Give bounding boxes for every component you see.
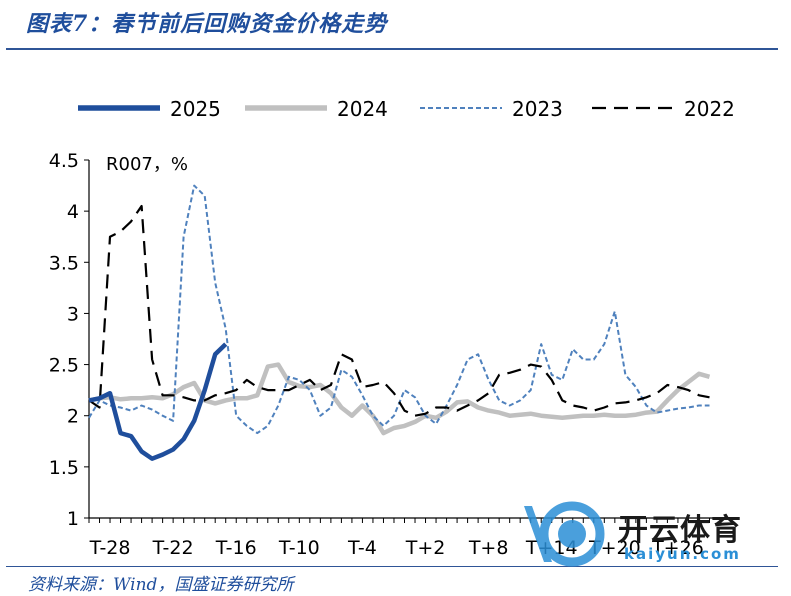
y-tick-label: 1 — [67, 508, 79, 530]
x-tick-label: T+26 — [651, 537, 704, 559]
figure-title: 图表7：春节前后回购资金价格走势 — [26, 11, 388, 37]
series-line-2023 — [88, 184, 710, 435]
watermark-k-stroke-icon — [524, 506, 552, 562]
y-tick-label: 3 — [67, 303, 79, 325]
source-divider — [6, 566, 778, 567]
x-tick-label: T-16 — [215, 537, 257, 559]
watermark-name: 开云体育 — [618, 513, 742, 548]
legend-label-2022: 2022 — [684, 97, 735, 121]
legend-label-2023: 2023 — [512, 97, 563, 121]
series-line-2024 — [88, 362, 711, 436]
legend-label-2025: 2025 — [170, 97, 221, 121]
unit-label: R007，% — [106, 154, 188, 175]
watermark-domain: kaiyun.com — [624, 545, 741, 563]
watermark-logo — [524, 501, 605, 567]
x-tick-label: T-22 — [152, 537, 194, 559]
y-tick-label: 4 — [67, 201, 79, 223]
watermark-ring-icon — [539, 501, 605, 567]
x-tick-label: T-4 — [347, 537, 377, 559]
y-tick-label: 2.5 — [49, 355, 79, 377]
y-tick-label: 3.5 — [49, 252, 79, 274]
title-divider — [6, 48, 778, 50]
legend-label-2024: 2024 — [337, 97, 388, 121]
series-line-2025 — [88, 342, 228, 461]
x-tick-label: T+8 — [468, 537, 509, 559]
chart-series — [88, 184, 711, 461]
x-tick-label: T+2 — [405, 537, 446, 559]
y-tick-label: 1.5 — [49, 457, 79, 479]
x-tick-label: T-28 — [89, 537, 131, 559]
x-tick-label: T-10 — [278, 537, 320, 559]
chart-legend: 2025 2024 2023 2022 — [78, 97, 735, 121]
y-tick-label: 2 — [67, 406, 79, 428]
repo-rate-line-chart: 2025 2024 2023 2022 R007，% 1 1.5 2 2.5 3 3.5 4 4.5… — [49, 97, 735, 559]
watermark-ball-icon — [558, 520, 586, 548]
series-line-2022 — [88, 204, 710, 417]
y-tick-label: 4.5 — [49, 150, 79, 172]
source-note: 资料来源：Wind，国盛证券研究所 — [28, 575, 294, 595]
